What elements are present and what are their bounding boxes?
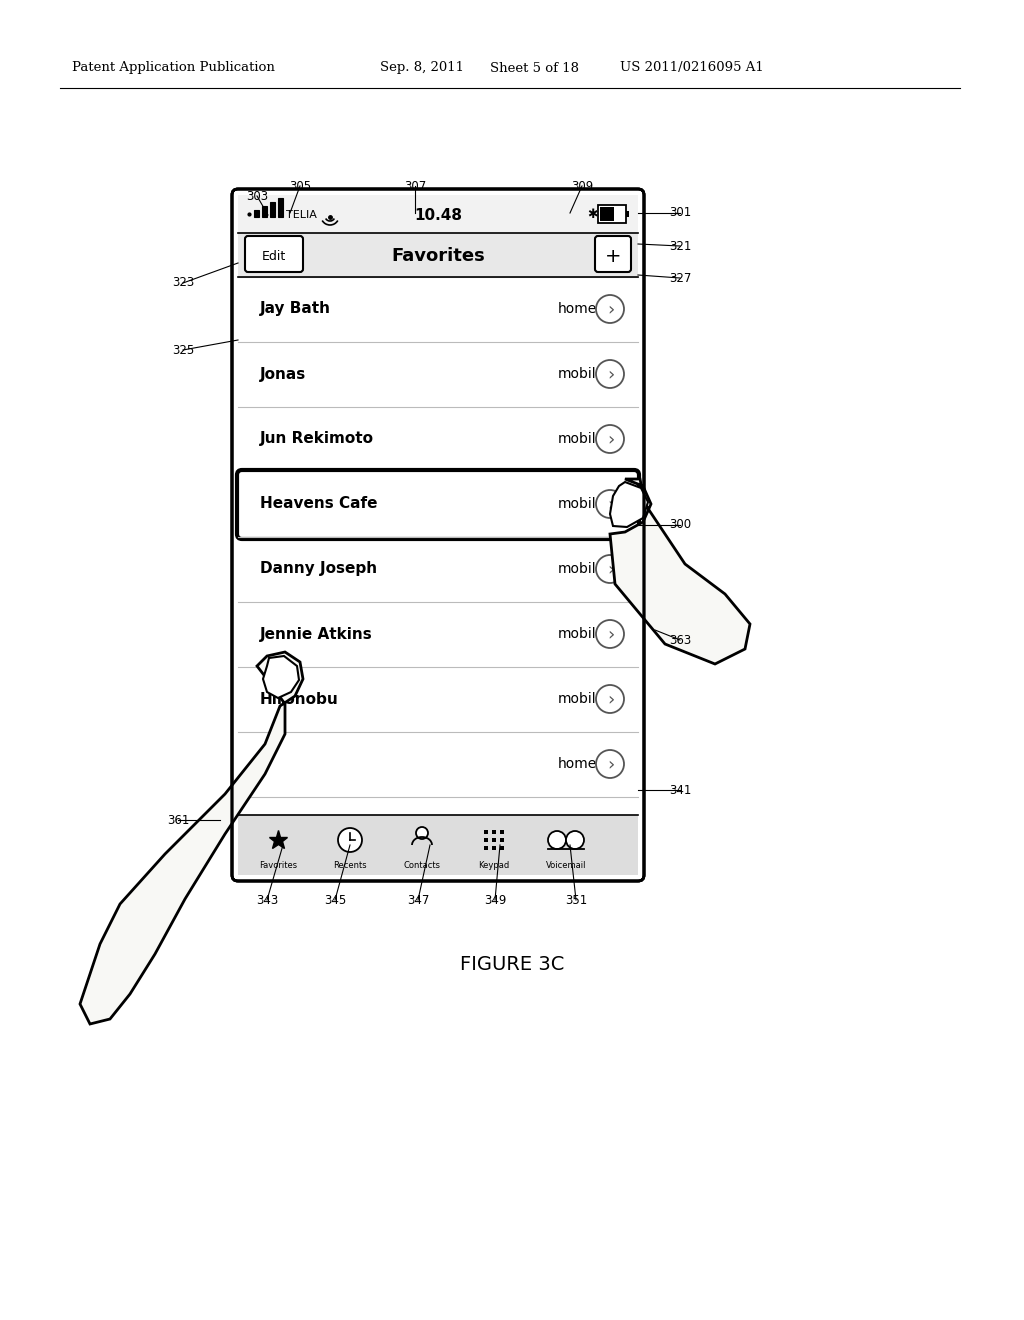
Text: 300: 300 bbox=[669, 519, 691, 532]
Polygon shape bbox=[80, 652, 303, 1024]
Text: FIGURE 3C: FIGURE 3C bbox=[460, 956, 564, 974]
Text: +: + bbox=[605, 247, 622, 265]
Text: Recents: Recents bbox=[333, 861, 367, 870]
Text: 307: 307 bbox=[403, 180, 426, 193]
Text: mobile: mobile bbox=[558, 432, 605, 446]
Text: Voicemail: Voicemail bbox=[546, 861, 587, 870]
Text: 303: 303 bbox=[246, 190, 268, 202]
Text: ›: › bbox=[607, 561, 614, 579]
Text: 349: 349 bbox=[483, 894, 506, 907]
Text: Patent Application Publication: Patent Application Publication bbox=[72, 62, 274, 74]
Text: 301: 301 bbox=[669, 206, 691, 219]
Text: mobile: mobile bbox=[558, 692, 605, 706]
Circle shape bbox=[596, 425, 624, 453]
Text: 323: 323 bbox=[172, 276, 195, 289]
Text: mobile: mobile bbox=[558, 498, 605, 511]
Polygon shape bbox=[610, 482, 648, 527]
Circle shape bbox=[596, 490, 624, 517]
Text: Danny Joseph: Danny Joseph bbox=[260, 561, 377, 577]
Circle shape bbox=[416, 828, 428, 840]
Text: mobile: mobile bbox=[558, 627, 605, 642]
Text: ✱: ✱ bbox=[587, 209, 597, 222]
Bar bbox=[238, 195, 638, 234]
Text: Contacts: Contacts bbox=[403, 861, 440, 870]
Bar bbox=[492, 838, 496, 842]
Text: Jennie Atkins: Jennie Atkins bbox=[260, 627, 373, 642]
Text: Jay Bath: Jay Bath bbox=[260, 301, 331, 317]
Text: Edit: Edit bbox=[262, 249, 286, 263]
Bar bbox=[484, 830, 488, 834]
Polygon shape bbox=[610, 479, 750, 664]
Circle shape bbox=[596, 620, 624, 648]
Text: Jonas: Jonas bbox=[260, 367, 306, 381]
Bar bbox=[484, 838, 488, 842]
Text: Sheet 5 of 18: Sheet 5 of 18 bbox=[490, 62, 579, 74]
Bar bbox=[626, 211, 629, 216]
Text: 321: 321 bbox=[669, 239, 691, 252]
Text: Heavens Cafe: Heavens Cafe bbox=[260, 496, 378, 511]
Circle shape bbox=[548, 832, 566, 849]
Bar bbox=[484, 846, 488, 850]
Circle shape bbox=[596, 294, 624, 323]
Text: ›: › bbox=[607, 301, 614, 319]
Text: 305: 305 bbox=[289, 180, 311, 193]
Text: Favorites: Favorites bbox=[259, 861, 297, 870]
Bar bbox=[598, 205, 626, 223]
Bar bbox=[254, 210, 259, 216]
Text: ›: › bbox=[607, 690, 614, 709]
Text: Sep. 8, 2011: Sep. 8, 2011 bbox=[380, 62, 464, 74]
FancyBboxPatch shape bbox=[595, 236, 631, 272]
Text: Jun Rekimoto: Jun Rekimoto bbox=[260, 432, 374, 446]
Text: Favorites: Favorites bbox=[391, 247, 485, 265]
Circle shape bbox=[566, 832, 584, 849]
Text: 351: 351 bbox=[565, 894, 587, 907]
Text: 309: 309 bbox=[570, 180, 593, 193]
Bar bbox=[500, 830, 504, 834]
Text: ›: › bbox=[607, 432, 614, 449]
Text: ›: › bbox=[607, 756, 614, 774]
Polygon shape bbox=[263, 656, 299, 698]
Text: 341: 341 bbox=[669, 784, 691, 796]
Text: US 2011/0216095 A1: US 2011/0216095 A1 bbox=[620, 62, 764, 74]
Text: TELIA: TELIA bbox=[286, 210, 316, 220]
Text: 343: 343 bbox=[256, 894, 279, 907]
Text: 361: 361 bbox=[167, 813, 189, 826]
Text: Hironobu: Hironobu bbox=[260, 692, 339, 706]
Circle shape bbox=[596, 554, 624, 583]
Text: home: home bbox=[558, 302, 597, 315]
FancyBboxPatch shape bbox=[237, 470, 639, 539]
FancyBboxPatch shape bbox=[245, 236, 303, 272]
Bar bbox=[492, 830, 496, 834]
Bar bbox=[492, 846, 496, 850]
Circle shape bbox=[596, 750, 624, 777]
Circle shape bbox=[596, 360, 624, 388]
Text: 325: 325 bbox=[172, 343, 195, 356]
Bar bbox=[500, 838, 504, 842]
FancyBboxPatch shape bbox=[232, 189, 644, 880]
Text: 347: 347 bbox=[407, 894, 429, 907]
Bar bbox=[600, 207, 614, 220]
Bar bbox=[262, 206, 267, 216]
Text: 345: 345 bbox=[324, 894, 346, 907]
Text: mobile: mobile bbox=[558, 367, 605, 381]
Bar bbox=[500, 846, 504, 850]
Text: 363: 363 bbox=[669, 634, 691, 647]
Bar bbox=[238, 234, 638, 277]
Circle shape bbox=[596, 685, 624, 713]
Bar bbox=[278, 198, 283, 216]
Text: home: home bbox=[558, 756, 597, 771]
Text: ›: › bbox=[607, 626, 614, 644]
Text: ›: › bbox=[607, 366, 614, 384]
Text: mobile: mobile bbox=[558, 562, 605, 576]
Bar bbox=[270, 202, 275, 216]
Bar bbox=[238, 814, 638, 875]
Text: ›: › bbox=[607, 496, 614, 513]
Text: Keypad: Keypad bbox=[478, 861, 510, 870]
Circle shape bbox=[338, 828, 362, 851]
Text: 327: 327 bbox=[669, 272, 691, 285]
Text: 10.48: 10.48 bbox=[414, 207, 462, 223]
